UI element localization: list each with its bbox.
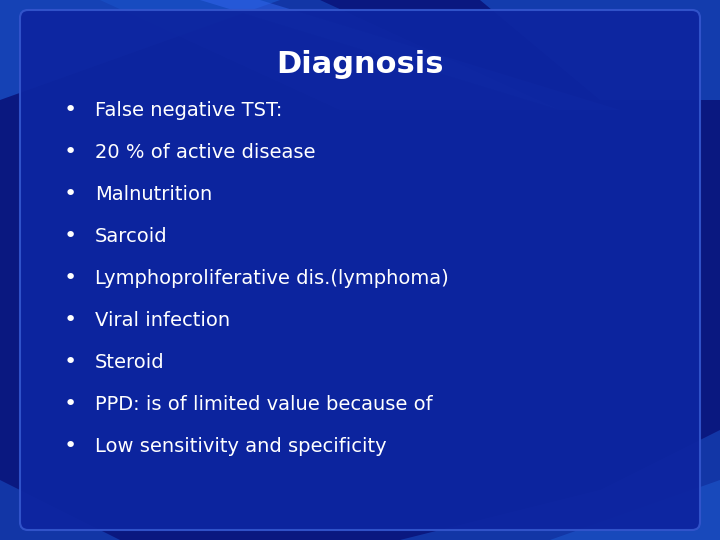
Text: Viral infection: Viral infection <box>95 310 230 329</box>
Text: Malnutrition: Malnutrition <box>95 185 212 204</box>
Polygon shape <box>0 480 120 540</box>
Text: •: • <box>63 142 76 162</box>
Text: •: • <box>63 100 76 120</box>
Text: Diagnosis: Diagnosis <box>276 50 444 79</box>
Text: •: • <box>63 310 76 330</box>
Text: Steroid: Steroid <box>95 353 165 372</box>
Polygon shape <box>200 0 620 110</box>
Polygon shape <box>550 480 720 540</box>
Text: Lymphoproliferative dis.(lymphoma): Lymphoproliferative dis.(lymphoma) <box>95 268 449 287</box>
Text: •: • <box>63 184 76 204</box>
Polygon shape <box>100 0 560 110</box>
Text: Low sensitivity and specificity: Low sensitivity and specificity <box>95 436 387 456</box>
Text: •: • <box>63 268 76 288</box>
Text: PPD: is of limited value because of: PPD: is of limited value because of <box>95 395 433 414</box>
Text: •: • <box>63 436 76 456</box>
Polygon shape <box>480 0 720 100</box>
Text: •: • <box>63 226 76 246</box>
Polygon shape <box>400 430 720 540</box>
Text: 20 % of active disease: 20 % of active disease <box>95 143 315 161</box>
FancyBboxPatch shape <box>20 10 700 530</box>
Text: •: • <box>63 352 76 372</box>
Text: •: • <box>63 394 76 414</box>
Polygon shape <box>0 0 280 100</box>
Text: Sarcoid: Sarcoid <box>95 226 168 246</box>
Text: False negative TST:: False negative TST: <box>95 100 282 119</box>
